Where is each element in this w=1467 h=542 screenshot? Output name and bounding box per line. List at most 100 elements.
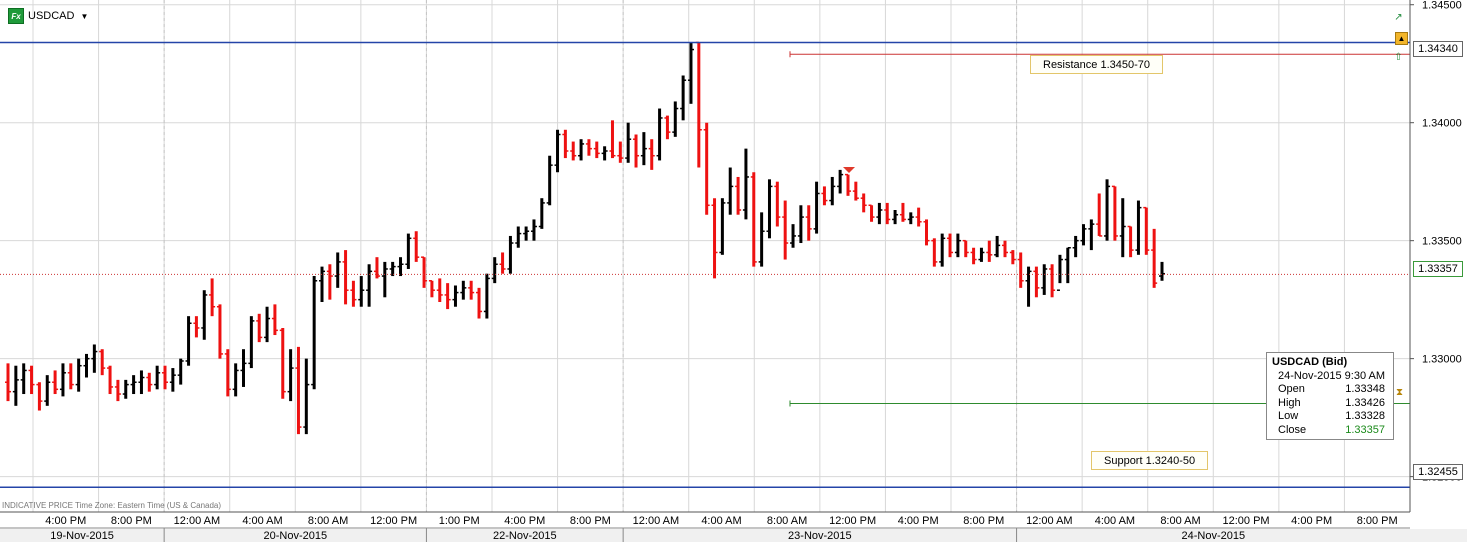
ohlc-bar xyxy=(884,202,891,225)
fx-icon: Fx xyxy=(8,8,24,24)
ohlc-bar xyxy=(1143,206,1150,255)
info-row-low: Low 1.33328 xyxy=(1272,410,1388,424)
ohlc-bar xyxy=(1135,200,1142,255)
ohlc-bar xyxy=(782,200,789,260)
ohlc-bar xyxy=(648,139,655,170)
trend-up-icon[interactable]: ↗ xyxy=(1394,12,1403,23)
x-time-label: 8:00 AM xyxy=(767,515,807,527)
ohlc-bar xyxy=(939,233,946,267)
ohlc-bar xyxy=(735,176,742,215)
ohlc-bar xyxy=(538,198,545,229)
ohlc-bar xyxy=(342,250,349,305)
ohlc-bar xyxy=(154,365,161,390)
ohlc-bar xyxy=(1151,228,1158,288)
x-date-label: 20-Nov-2015 xyxy=(263,530,327,542)
ohlc-bar xyxy=(499,252,506,274)
ohlc-bar xyxy=(695,41,702,168)
alert-arrow-icon[interactable]: ⇧ xyxy=(1394,52,1403,63)
ohlc-bar xyxy=(844,173,851,196)
ohlc-bar xyxy=(59,363,66,397)
ohlc-bar xyxy=(915,207,922,227)
info-row-open: Open 1.33348 xyxy=(1272,383,1388,397)
ohlc-bar xyxy=(373,257,380,279)
ohlc-bar xyxy=(899,202,906,222)
info-title: USDCAD (Bid) xyxy=(1272,356,1348,368)
info-label: Low xyxy=(1278,410,1299,422)
ohlc-bar xyxy=(334,252,341,288)
y-tick-label: 1.33000 xyxy=(1422,354,1462,366)
ohlc-info-box: USDCAD (Bid) 24-Nov-2015 9:30 AM Open 1.… xyxy=(1266,352,1394,440)
ohlc-bar xyxy=(319,266,326,303)
date-row-bg xyxy=(0,529,1467,542)
ohlc-bar xyxy=(986,240,993,262)
ohlc-bar xyxy=(664,115,671,140)
ohlc-bar xyxy=(193,316,200,338)
ohlc-bar xyxy=(83,353,90,378)
ohlc-bar xyxy=(656,108,663,161)
ohlc-bar xyxy=(892,209,899,225)
ohlc-bar xyxy=(107,365,114,395)
ohlc-bar xyxy=(805,205,812,241)
ohlc-bar xyxy=(609,120,616,159)
level-lines xyxy=(0,41,1410,488)
symbol-selector[interactable]: Fx USDCAD ▼ xyxy=(8,7,88,25)
ohlc-bar xyxy=(703,122,710,215)
ohlc-bar xyxy=(428,280,435,298)
x-time-label: 12:00 PM xyxy=(1223,515,1270,527)
x-time-label: 4:00 PM xyxy=(1291,515,1332,527)
ohlc-bar xyxy=(185,316,192,366)
ohlc-bar xyxy=(36,382,43,411)
ohlc-bar xyxy=(232,363,239,397)
ohlc-bar xyxy=(790,224,797,248)
ohlc-bar xyxy=(829,176,836,206)
ohlc-bar xyxy=(1088,219,1095,251)
ohlc-bar xyxy=(256,313,263,343)
ohlc-bar xyxy=(28,365,35,395)
ohlc-bar xyxy=(295,346,302,435)
y-tick-label: 1.33500 xyxy=(1422,236,1462,248)
ohlc-bar xyxy=(271,304,278,336)
ohlc-bar xyxy=(797,205,804,244)
x-date-label: 19-Nov-2015 xyxy=(50,530,114,542)
ohlc-bar xyxy=(460,280,467,300)
ohlc-bar xyxy=(758,212,765,267)
ohlc-bar xyxy=(1159,261,1165,281)
y-tick-label: 1.34500 xyxy=(1422,0,1462,12)
symbol-name[interactable]: USDCAD xyxy=(28,10,75,22)
ohlc-bar xyxy=(585,139,592,156)
ohlc-bar xyxy=(562,129,569,159)
ohlc-bar xyxy=(1041,264,1048,295)
ohlc-bar xyxy=(381,261,388,298)
support-label: Support 1.3240-50 xyxy=(1091,451,1209,470)
ohlc-bar xyxy=(114,379,121,402)
ohlc-bar xyxy=(1064,246,1071,284)
ohlc-bar xyxy=(994,235,1001,258)
ohlc-bar xyxy=(358,276,365,307)
ohlc-bar xyxy=(468,280,475,300)
ohlc-bar xyxy=(711,198,718,279)
ohlc-bar xyxy=(483,273,490,319)
ohlc-bar xyxy=(813,181,820,234)
ohlc-bar xyxy=(578,139,585,161)
hourglass-icon[interactable]: ⧗ xyxy=(1395,387,1404,398)
info-value: 1.33357 xyxy=(1345,423,1385,436)
ohlc-bar xyxy=(162,365,169,390)
ohlc-bar xyxy=(1127,225,1134,258)
caret-down-icon[interactable]: ▼ xyxy=(80,11,89,21)
ohlc-bar xyxy=(303,358,310,435)
ohlc-bar xyxy=(224,349,231,397)
x-time-label: 8:00 PM xyxy=(570,515,611,527)
collapse-up-icon[interactable]: ▲ xyxy=(1395,32,1408,45)
ohlc-bar xyxy=(201,290,208,340)
ohlc-bar xyxy=(601,146,608,161)
ohlc-bar xyxy=(287,349,294,402)
ohlc-bar xyxy=(923,219,930,246)
info-row-high: High 1.33426 xyxy=(1272,397,1388,411)
ohlc-bar xyxy=(907,212,914,225)
x-time-label: 8:00 AM xyxy=(1160,515,1200,527)
ohlc-bar xyxy=(978,247,985,262)
ohlc-bar xyxy=(687,42,694,104)
ohlc-bar xyxy=(12,365,19,406)
ohlc-bar xyxy=(1096,193,1103,237)
